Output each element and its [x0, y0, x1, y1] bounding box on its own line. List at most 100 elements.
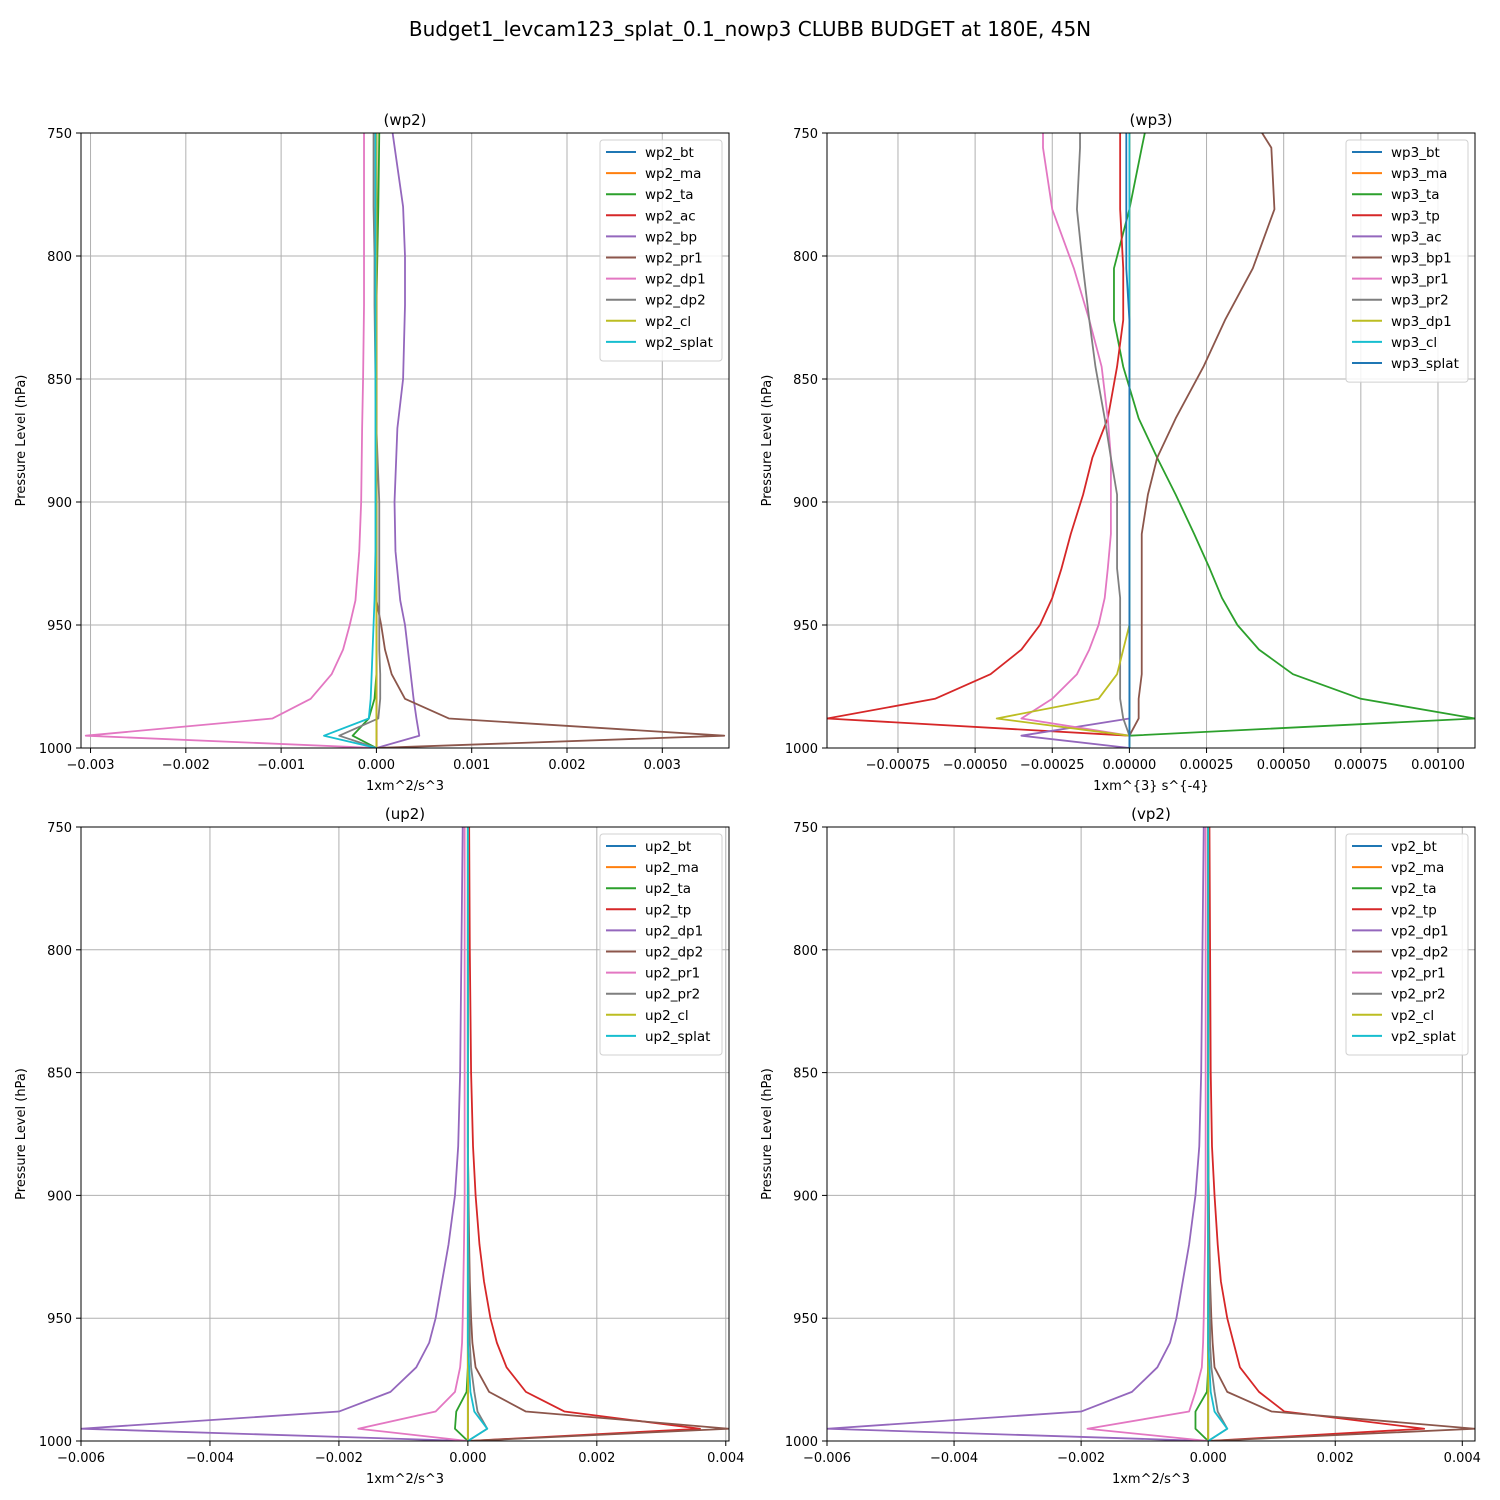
y-tick-label: 850 [47, 1067, 72, 1082]
y-tick-label: 900 [47, 496, 72, 511]
y-tick-label: 1000 [785, 1435, 818, 1450]
y-tick-label: 950 [47, 619, 72, 634]
y-tick-label: 800 [47, 250, 72, 265]
legend: wp3_bt wp3_ma wp3_ta wp3_tp wp3_ac wp3_bp1 wp3… [1345, 139, 1469, 383]
legend-entry: wp2_pr1 [645, 251, 703, 267]
legend-entry: wp3_bt [1391, 145, 1440, 161]
y-axis-label: Pressure Level (hPa) [760, 1068, 775, 1200]
y-tick-label: 800 [47, 944, 72, 959]
series-line-wp3_pr1 [1020, 133, 1131, 748]
panel-1: −0.003 −0.002 −0.001 0.000 0.001 0.002 0.003 75… [14, 111, 730, 794]
y-tick-label: 950 [793, 1312, 818, 1327]
y-tick-label: 850 [47, 373, 72, 388]
legend-entry: vp2_tp [1391, 902, 1437, 918]
legend-entry: up2_ma [645, 860, 699, 876]
legend-entry: wp3_ma [1391, 166, 1447, 182]
y-tick-label: 750 [793, 127, 818, 142]
plot-frame [80, 826, 730, 1442]
legend-entry: wp2_bp [645, 229, 697, 245]
x-tick-label: −0.00050 [943, 758, 1008, 773]
x-tick-label: 0.00000 [1103, 758, 1157, 773]
legend-entry: wp3_cl [1391, 335, 1437, 351]
y-axis-label: Pressure Level (hPa) [14, 375, 29, 507]
legend-entry: wp2_dp1 [645, 272, 706, 288]
y-axis-label: Pressure Level (hPa) [760, 375, 775, 507]
series-group [84, 133, 726, 748]
y-tick-label: 800 [793, 944, 818, 959]
legend-entry: up2_splat [645, 1029, 710, 1045]
x-axis-label: 1xm^{3} s^{-4} [1093, 779, 1209, 794]
series-group [81, 827, 729, 1441]
y-tick-label: 950 [47, 1312, 72, 1327]
series-line-wp3_ta [1113, 133, 1475, 748]
legend-entry: wp3_bp1 [1391, 251, 1452, 267]
series-line-wp3_bp1 [1128, 133, 1276, 748]
x-tick-label: 0.002 [1317, 1451, 1354, 1466]
y-tick-label: 1000 [39, 1435, 72, 1450]
legend-entry: up2_dp1 [645, 923, 703, 939]
legend-entry: vp2_dp2 [1391, 945, 1449, 961]
legend-entry: wp2_dp2 [645, 293, 706, 309]
legend-entry: vp2_dp1 [1391, 923, 1449, 939]
legend-entry: wp2_ta [645, 187, 694, 203]
x-tick-label: −0.006 [57, 1451, 105, 1466]
series-line-up2_tp [467, 827, 701, 1441]
x-tick-label: −0.002 [315, 1451, 363, 1466]
legend-entry: up2_cl [645, 1008, 689, 1024]
legend-entry: vp2_pr2 [1391, 987, 1446, 1003]
figure-title: Budget1_levcam123_splat_0.1_nowp3 CLUBB … [409, 17, 1091, 41]
legend-entry: wp2_bt [645, 145, 694, 161]
y-axis-label: Pressure Level (hPa) [14, 1068, 29, 1200]
x-tick-label: 0.001 [453, 758, 490, 773]
legend-entry: up2_pr2 [645, 987, 700, 1003]
x-tick-label: 0.00075 [1334, 758, 1388, 773]
y-tick-label: 800 [793, 250, 818, 265]
legend-entry: wp2_cl [645, 314, 691, 330]
panel-2: −0.00075 −0.00050 −0.00025 0.00000 0.00025 0.… [760, 111, 1476, 794]
legend-entry: vp2_ta [1391, 881, 1436, 897]
legend-entry: up2_tp [645, 902, 691, 918]
plot-frame [826, 826, 1476, 1442]
series-line-wp3_pr2 [1076, 133, 1131, 748]
series-line-vp2_pr1 [1086, 827, 1209, 1441]
series-line-wp2_splat [323, 133, 377, 748]
y-tick-label: 750 [47, 821, 72, 836]
y-tick-label: 850 [793, 1067, 818, 1082]
legend-entry: up2_dp2 [645, 945, 703, 961]
legend-entry: wp3_pr1 [1391, 272, 1449, 288]
series-line-wp2_dp1 [84, 133, 377, 748]
x-tick-label: −0.001 [257, 758, 305, 773]
y-tick-label: 900 [47, 1189, 72, 1204]
x-tick-label: 0.004 [1444, 1451, 1481, 1466]
x-tick-label: 0.000 [449, 1451, 486, 1466]
legend-entry: wp2_ma [645, 166, 701, 182]
legend-box [599, 833, 723, 1056]
y-tick-label: 950 [793, 619, 818, 634]
x-tick-label: 0.00100 [1411, 758, 1465, 773]
panel-title: (wp2) [383, 111, 426, 129]
x-tick-label: −0.002 [162, 758, 210, 773]
series-line-wp3_splat [1125, 133, 1131, 748]
series-line-wp3_tp [827, 133, 1131, 748]
series-group [827, 133, 1475, 748]
y-tick-label: 900 [793, 1189, 818, 1204]
y-tick-label: 850 [793, 373, 818, 388]
legend-entry: up2_bt [645, 839, 691, 855]
panel-4: −0.006 −0.004 −0.002 0.000 0.002 0.004 750 800 8… [760, 805, 1481, 1487]
legend-entry: wp3_dp1 [1391, 314, 1452, 330]
series-line-vp2_tp [1208, 827, 1426, 1441]
legend: vp2_bt vp2_ma vp2_ta vp2_tp vp2_dp1 vp2_dp2vp… [1345, 833, 1469, 1056]
x-tick-label: −0.004 [930, 1451, 978, 1466]
x-tick-label: −0.004 [186, 1451, 234, 1466]
x-tick-label: −0.002 [1057, 1451, 1105, 1466]
x-tick-label: 0.00025 [1180, 758, 1234, 773]
legend-entry: vp2_ma [1391, 860, 1444, 876]
x-tick-label: 0.004 [707, 1451, 744, 1466]
legend-box [599, 139, 723, 362]
series-line-wp2_bp [376, 133, 421, 748]
panel-3: −0.006 −0.004 −0.002 0.000 0.002 0.004 750 800 8… [14, 805, 744, 1487]
legend-box [1345, 833, 1469, 1056]
panel-title: (up2) [385, 805, 425, 823]
legend-entry: vp2_splat [1391, 1029, 1456, 1045]
x-tick-label: 0.003 [644, 758, 681, 773]
